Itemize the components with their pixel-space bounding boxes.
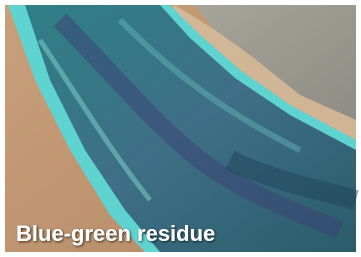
caption: Blue-green residue xyxy=(16,221,215,246)
photo: Blue-green residue xyxy=(0,0,361,257)
scene xyxy=(5,5,356,252)
